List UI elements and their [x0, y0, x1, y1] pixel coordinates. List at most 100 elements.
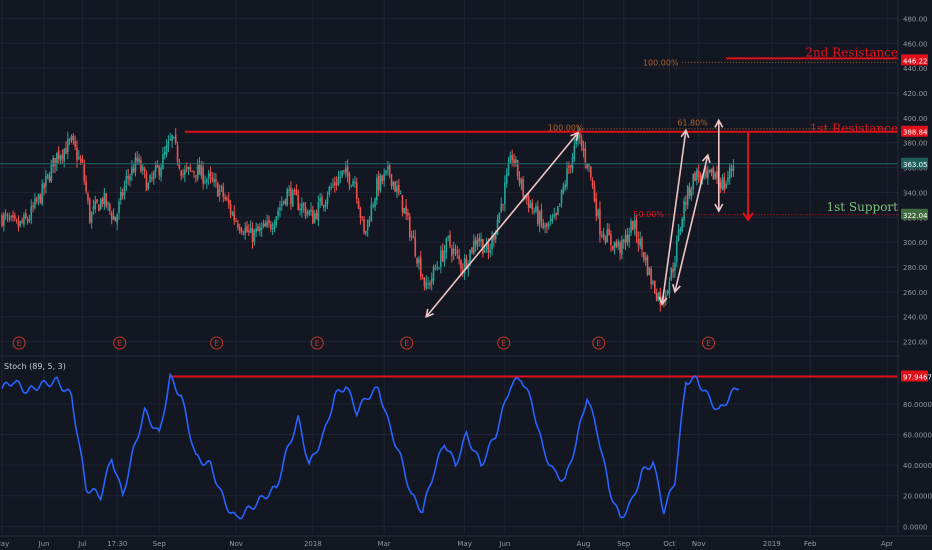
price-tick-label: 300.00 [903, 239, 928, 247]
candle-body [383, 173, 385, 181]
stoch-axis[interactable]: 0.0000 20.0000 40.0000 60.0000 80.0000 [903, 401, 932, 531]
candle-body [118, 201, 120, 214]
price-tick-label: 460.00 [903, 40, 928, 48]
candle-body [240, 228, 243, 233]
candle-body [143, 168, 146, 172]
candle-body [374, 198, 376, 208]
earnings-marker [400, 336, 414, 350]
price-tick-label: 280.00 [903, 264, 928, 272]
candle-body [557, 206, 559, 215]
candle-body [688, 187, 691, 196]
candle-body [299, 208, 301, 211]
candle-body [8, 217, 11, 219]
stoch-tick-label: 60.0000 [903, 432, 932, 440]
candle-body [140, 160, 142, 172]
candle-body [74, 140, 76, 147]
support-badge: 322.04 [901, 208, 928, 220]
candle-body [83, 164, 86, 181]
candle-body [558, 203, 561, 206]
candle-body [116, 214, 118, 224]
candle-body [505, 173, 508, 184]
candle-body [447, 236, 449, 238]
time-tick-label: Apr [881, 540, 893, 548]
candle-body [35, 199, 38, 202]
earnings-marker-label: E [17, 339, 22, 348]
stoch-tick-label: 20.0000 [903, 493, 932, 501]
candle-body [535, 205, 537, 212]
candle-body [705, 168, 707, 177]
candle-body [319, 198, 321, 202]
candle-body [480, 239, 482, 243]
candle-body [288, 189, 290, 191]
candle-body [315, 212, 318, 219]
candle-body [216, 182, 219, 197]
candle-body [48, 176, 51, 182]
candle-body [675, 240, 678, 263]
candle-body [94, 201, 97, 209]
candle-body [67, 139, 69, 153]
candle-body [549, 219, 552, 222]
candle-body [326, 196, 329, 204]
second-resistance-badge: 446.22 [901, 54, 928, 66]
grid-lines [0, 0, 898, 534]
candle-body [366, 219, 369, 230]
candle-body [533, 211, 535, 213]
candle-body [385, 170, 387, 174]
candle-body [579, 131, 581, 139]
candle-body [509, 155, 512, 164]
time-tick-label: Nov [692, 540, 706, 548]
candle-body [348, 174, 351, 186]
candle-body [407, 212, 409, 216]
trend-arrow-line [674, 154, 709, 293]
first-resistance-badge: 388.84 [901, 125, 928, 137]
earnings-marker-label: E [596, 339, 601, 348]
time-axis[interactable]: May Jun Jul 17:30 Sep Nov 2018 Mar May Jun Aug Sep O… [0, 535, 932, 548]
candle-body [88, 199, 91, 223]
time-tick-label: Sep [153, 540, 167, 548]
candle-body [648, 267, 651, 276]
candle-body [643, 252, 645, 260]
earnings-marker [592, 336, 606, 350]
candle-body [238, 226, 241, 231]
time-tick-label: Jul [77, 540, 87, 548]
candle-body [21, 220, 23, 223]
price-axis[interactable]: 220.00240.00260.00280.00300.00320.00340.… [897, 0, 932, 550]
candle-body [361, 217, 364, 219]
candle-body [59, 156, 62, 161]
candle-body [489, 250, 492, 253]
price-tick-label: 240.00 [903, 314, 928, 322]
candle-body [621, 240, 623, 256]
trend-arrow-tail [425, 308, 434, 319]
candle-body [451, 248, 453, 256]
candle-body [61, 154, 64, 159]
first-resistance-value: 388.84 [903, 129, 928, 137]
earnings-marker-label: E [117, 339, 122, 348]
candle-body [630, 220, 632, 233]
candle-body [268, 219, 270, 223]
candle-body [602, 233, 605, 238]
candle-body [63, 148, 65, 161]
candle-body [443, 250, 446, 262]
support-value: 322.04 [903, 212, 928, 220]
candle-body [295, 190, 298, 196]
candle-body [540, 209, 543, 222]
candle-body [3, 214, 5, 226]
candle-body [280, 203, 283, 206]
candle-body [26, 219, 29, 222]
candle-body [463, 258, 466, 274]
second-resistance-label: 2nd Resistance [805, 45, 898, 59]
earnings-marker-label: E [404, 339, 409, 348]
earnings-marker [497, 336, 511, 350]
candle-body [337, 177, 340, 185]
candle-body [584, 148, 587, 163]
candle-body [279, 207, 281, 211]
candle-body [34, 198, 36, 208]
candle-body [204, 181, 206, 183]
stoch-tick-label: 40.0000 [903, 462, 932, 470]
candle-body [231, 212, 234, 216]
candle-body [544, 225, 546, 228]
candle-body [396, 186, 398, 192]
candle-body [668, 281, 671, 294]
candle-body [504, 182, 506, 205]
